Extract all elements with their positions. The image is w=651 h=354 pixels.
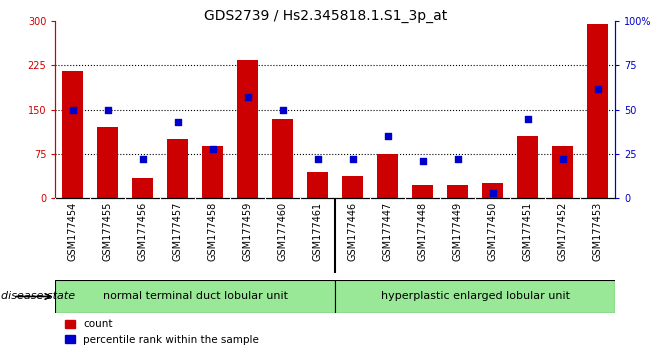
Text: GSM177455: GSM177455 xyxy=(103,202,113,261)
Legend: count, percentile rank within the sample: count, percentile rank within the sample xyxy=(61,315,264,349)
Bar xyxy=(55,280,335,313)
Bar xyxy=(307,172,328,198)
Bar xyxy=(202,146,223,198)
Text: GSM177454: GSM177454 xyxy=(68,202,78,261)
Bar xyxy=(447,185,468,198)
Text: GSM177447: GSM177447 xyxy=(383,202,393,261)
Point xyxy=(557,156,568,162)
Bar xyxy=(587,24,608,198)
Text: GSM177453: GSM177453 xyxy=(592,202,603,261)
Bar xyxy=(167,139,188,198)
Point xyxy=(137,156,148,162)
Text: GSM177450: GSM177450 xyxy=(488,202,498,261)
Text: disease state: disease state xyxy=(1,291,76,302)
Text: GSM177458: GSM177458 xyxy=(208,202,218,261)
Text: GSM177448: GSM177448 xyxy=(418,202,428,261)
Point xyxy=(383,133,393,139)
Text: GSM177461: GSM177461 xyxy=(312,202,323,261)
Text: GDS2739 / Hs2.345818.1.S1_3p_at: GDS2739 / Hs2.345818.1.S1_3p_at xyxy=(204,9,447,23)
Bar xyxy=(62,72,83,198)
Bar xyxy=(482,183,503,198)
Text: GSM177460: GSM177460 xyxy=(278,202,288,261)
Point xyxy=(277,107,288,113)
Point xyxy=(243,95,253,100)
Bar xyxy=(132,178,153,198)
Bar xyxy=(517,136,538,198)
Text: normal terminal duct lobular unit: normal terminal duct lobular unit xyxy=(103,291,288,302)
Bar xyxy=(377,154,398,198)
Point xyxy=(68,107,78,113)
Point xyxy=(452,156,463,162)
Point xyxy=(488,190,498,196)
Text: GSM177457: GSM177457 xyxy=(173,202,183,261)
Point xyxy=(417,158,428,164)
Bar xyxy=(335,280,615,313)
Bar xyxy=(272,119,293,198)
Point xyxy=(523,116,533,121)
Text: GSM177446: GSM177446 xyxy=(348,202,358,261)
Point xyxy=(312,156,323,162)
Text: GSM177449: GSM177449 xyxy=(452,202,463,261)
Text: hyperplastic enlarged lobular unit: hyperplastic enlarged lobular unit xyxy=(381,291,570,302)
Text: GSM177459: GSM177459 xyxy=(243,202,253,261)
Point xyxy=(103,107,113,113)
Text: GSM177451: GSM177451 xyxy=(523,202,533,261)
Bar xyxy=(237,59,258,198)
Bar xyxy=(342,176,363,198)
Point xyxy=(208,146,218,152)
Point xyxy=(173,119,183,125)
Point xyxy=(348,156,358,162)
Bar xyxy=(98,127,118,198)
Point xyxy=(592,86,603,91)
Bar xyxy=(552,146,573,198)
Text: GSM177452: GSM177452 xyxy=(558,202,568,261)
Bar xyxy=(412,185,433,198)
Text: GSM177456: GSM177456 xyxy=(138,202,148,261)
